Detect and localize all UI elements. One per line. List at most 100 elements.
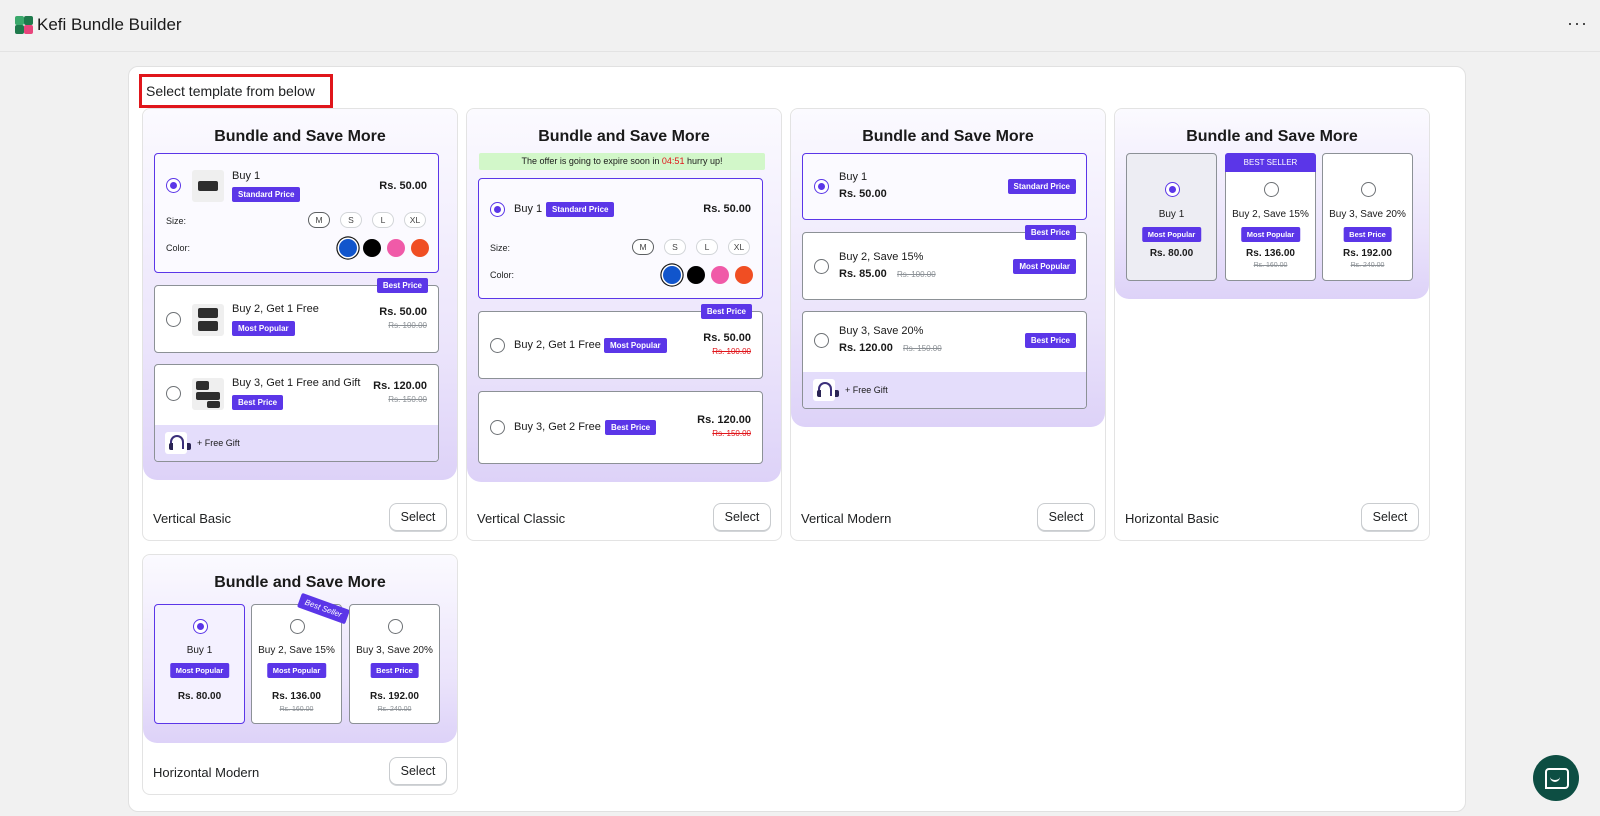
color-swatch-black[interactable] — [363, 239, 381, 257]
product-thumbnail — [192, 378, 224, 410]
size-chip-s[interactable]: S — [340, 212, 362, 228]
option-old-price: Rs. 160.00 — [1253, 262, 1288, 269]
color-swatch-blue[interactable] — [339, 239, 357, 257]
bundle-option-buy-3[interactable]: Buy 3, Save 20% Best Price Rs. 192.00 Rs… — [1322, 153, 1413, 281]
corner-badge: Best Price — [700, 304, 752, 319]
bundle-option-buy-2[interactable]: BEST SELLER Buy 2, Save 15% Most Popular… — [1225, 153, 1316, 281]
option-radio[interactable] — [490, 338, 505, 353]
headphones-icon — [165, 432, 191, 454]
option-badge: Best Price — [232, 395, 284, 410]
option-radio[interactable] — [290, 619, 305, 634]
bundle-option-buy-1[interactable]: Buy 1 Standard Price Rs. 50.00 Size: M S… — [154, 153, 439, 273]
size-chip-s[interactable]: S — [664, 239, 686, 255]
select-button-vertical-basic[interactable]: Select — [389, 503, 447, 531]
bundle-option-buy-2[interactable]: Best Price Buy 2, Get 1 Free Most Popula… — [478, 304, 763, 379]
select-button-vertical-classic[interactable]: Select — [713, 503, 771, 531]
option-radio[interactable] — [1165, 182, 1180, 197]
option-radio[interactable] — [193, 619, 208, 634]
color-label: Color: — [166, 243, 191, 253]
bundle-option-buy-2[interactable]: Best Price Buy 2, Save 15% Rs. 85.00 Rs.… — [802, 225, 1087, 300]
bundle-option-buy-1[interactable]: Buy 1 Rs. 50.00 Standard Price — [802, 153, 1087, 220]
free-gift-bar: + Free Gift — [803, 372, 1086, 408]
color-swatch-orange[interactable] — [411, 239, 429, 257]
preview-title: Bundle and Save More — [1186, 128, 1358, 145]
option-price: Rs. 80.00 — [177, 691, 222, 702]
select-button-horizontal-basic[interactable]: Select — [1361, 503, 1419, 531]
option-old-price: Rs. 240.00 — [1350, 262, 1385, 269]
color-swatch-pink[interactable] — [711, 266, 729, 284]
option-title: Buy 1 — [232, 170, 261, 182]
size-chip-m[interactable]: M — [308, 212, 330, 228]
preview-title: Bundle and Save More — [214, 128, 386, 145]
preview-title: Bundle and Save More — [538, 128, 710, 145]
option-badge: Standard Price — [1007, 179, 1076, 194]
heading-highlight: Select template from below — [139, 74, 333, 108]
option-radio[interactable] — [490, 202, 505, 217]
option-title: Buy 1 — [514, 203, 543, 215]
more-actions-icon[interactable]: ··· — [1567, 13, 1588, 33]
option-title: Buy 2, Save 15% — [839, 251, 924, 263]
size-chip-l[interactable]: L — [696, 239, 718, 255]
option-old-price: Rs. 240.00 — [377, 706, 412, 713]
select-button-horizontal-modern[interactable]: Select — [389, 757, 447, 785]
chat-support-icon[interactable] — [1533, 755, 1579, 801]
option-old-price: Rs. 150.00 — [388, 395, 427, 404]
bundle-option-buy-1[interactable]: Buy 1 Most Popular Rs. 80.00 — [154, 604, 245, 724]
size-chip-xl[interactable]: XL — [404, 212, 426, 228]
option-old-price: Rs. 150.00 — [712, 429, 751, 438]
bundle-option-buy-1[interactable]: Buy 1 Most Popular Rs. 80.00 — [1126, 153, 1217, 281]
option-radio[interactable] — [166, 386, 181, 401]
bundle-option-buy-3[interactable]: Buy 3, Save 20% Rs. 120.00 Rs. 150.00 Be… — [802, 311, 1087, 409]
option-radio[interactable] — [166, 312, 181, 327]
option-title: Buy 2, Save 15% — [258, 645, 335, 656]
color-swatch-pink[interactable] — [387, 239, 405, 257]
option-title: Buy 1 — [839, 171, 868, 183]
free-gift-label: + Free Gift — [845, 385, 888, 395]
option-badge: Standard Price — [546, 202, 615, 217]
option-title: Buy 3, Get 2 Free — [514, 421, 601, 433]
color-swatch-blue[interactable] — [663, 266, 681, 284]
bundle-option-buy-2[interactable]: Best Seller Buy 2, Save 15% Most Popular… — [251, 592, 350, 724]
bundle-option-buy-3[interactable]: Buy 3, Get 2 Free Best Price Rs. 120.00 … — [478, 391, 763, 464]
size-chip-xl[interactable]: XL — [728, 239, 750, 255]
size-chip-m[interactable]: M — [632, 239, 654, 255]
option-radio[interactable] — [814, 333, 829, 348]
corner-badge: Best Price — [1024, 225, 1076, 240]
option-badge: Best Price — [1343, 227, 1392, 242]
option-radio[interactable] — [388, 619, 403, 634]
option-title: Buy 1 — [1158, 209, 1185, 220]
option-radio[interactable] — [490, 420, 505, 435]
option-radio[interactable] — [1361, 182, 1376, 197]
option-title: Buy 3, Save 20% — [356, 645, 433, 656]
color-swatch-black[interactable] — [687, 266, 705, 284]
option-radio[interactable] — [166, 178, 181, 193]
option-radio[interactable] — [814, 179, 829, 194]
template-preview: Bundle and Save More Buy 1 Most Popular … — [1115, 109, 1429, 299]
color-swatch-orange[interactable] — [735, 266, 753, 284]
bundle-option-buy-3[interactable]: Buy 3, Get 1 Free and Gift Best Price Rs… — [154, 364, 439, 462]
template-card-vertical-modern: Bundle and Save More Buy 1 Rs. 50.00 Sta… — [790, 108, 1106, 541]
option-old-price: Rs. 150.00 — [903, 344, 942, 353]
template-preview: Bundle and Save More The offer is going … — [467, 109, 781, 482]
option-badge: Best Price — [370, 663, 419, 678]
option-badge: Standard Price — [232, 187, 301, 202]
option-price: Rs. 192.00 — [370, 691, 419, 702]
preview-title: Bundle and Save More — [214, 574, 386, 591]
option-title: Buy 3, Save 20% — [1329, 209, 1406, 220]
panel-heading: Select template from below — [146, 83, 315, 99]
option-price: Rs. 85.00 — [839, 268, 887, 280]
option-badge: Most Popular — [1013, 259, 1076, 274]
size-label: Size: — [166, 216, 187, 226]
option-badge: Most Popular — [1141, 227, 1202, 242]
option-price: Rs. 120.00 — [697, 414, 751, 426]
option-badge: Most Popular — [266, 663, 327, 678]
bundle-option-buy-3[interactable]: Buy 3, Save 20% Best Price Rs. 192.00 Rs… — [349, 604, 440, 724]
option-radio[interactable] — [814, 259, 829, 274]
bundle-option-buy-2[interactable]: Best Price Buy 2, Get 1 Free Most Popula… — [154, 278, 439, 353]
kefi-logo-icon — [14, 15, 34, 35]
size-chip-l[interactable]: L — [372, 212, 394, 228]
select-button-vertical-modern[interactable]: Select — [1037, 503, 1095, 531]
bundle-option-buy-1[interactable]: Buy 1 Standard Price Rs. 50.00 Size: M S… — [478, 178, 763, 299]
template-card-horizontal-modern: Bundle and Save More Buy 1 Most Popular … — [142, 554, 458, 795]
option-radio[interactable] — [1264, 182, 1279, 197]
